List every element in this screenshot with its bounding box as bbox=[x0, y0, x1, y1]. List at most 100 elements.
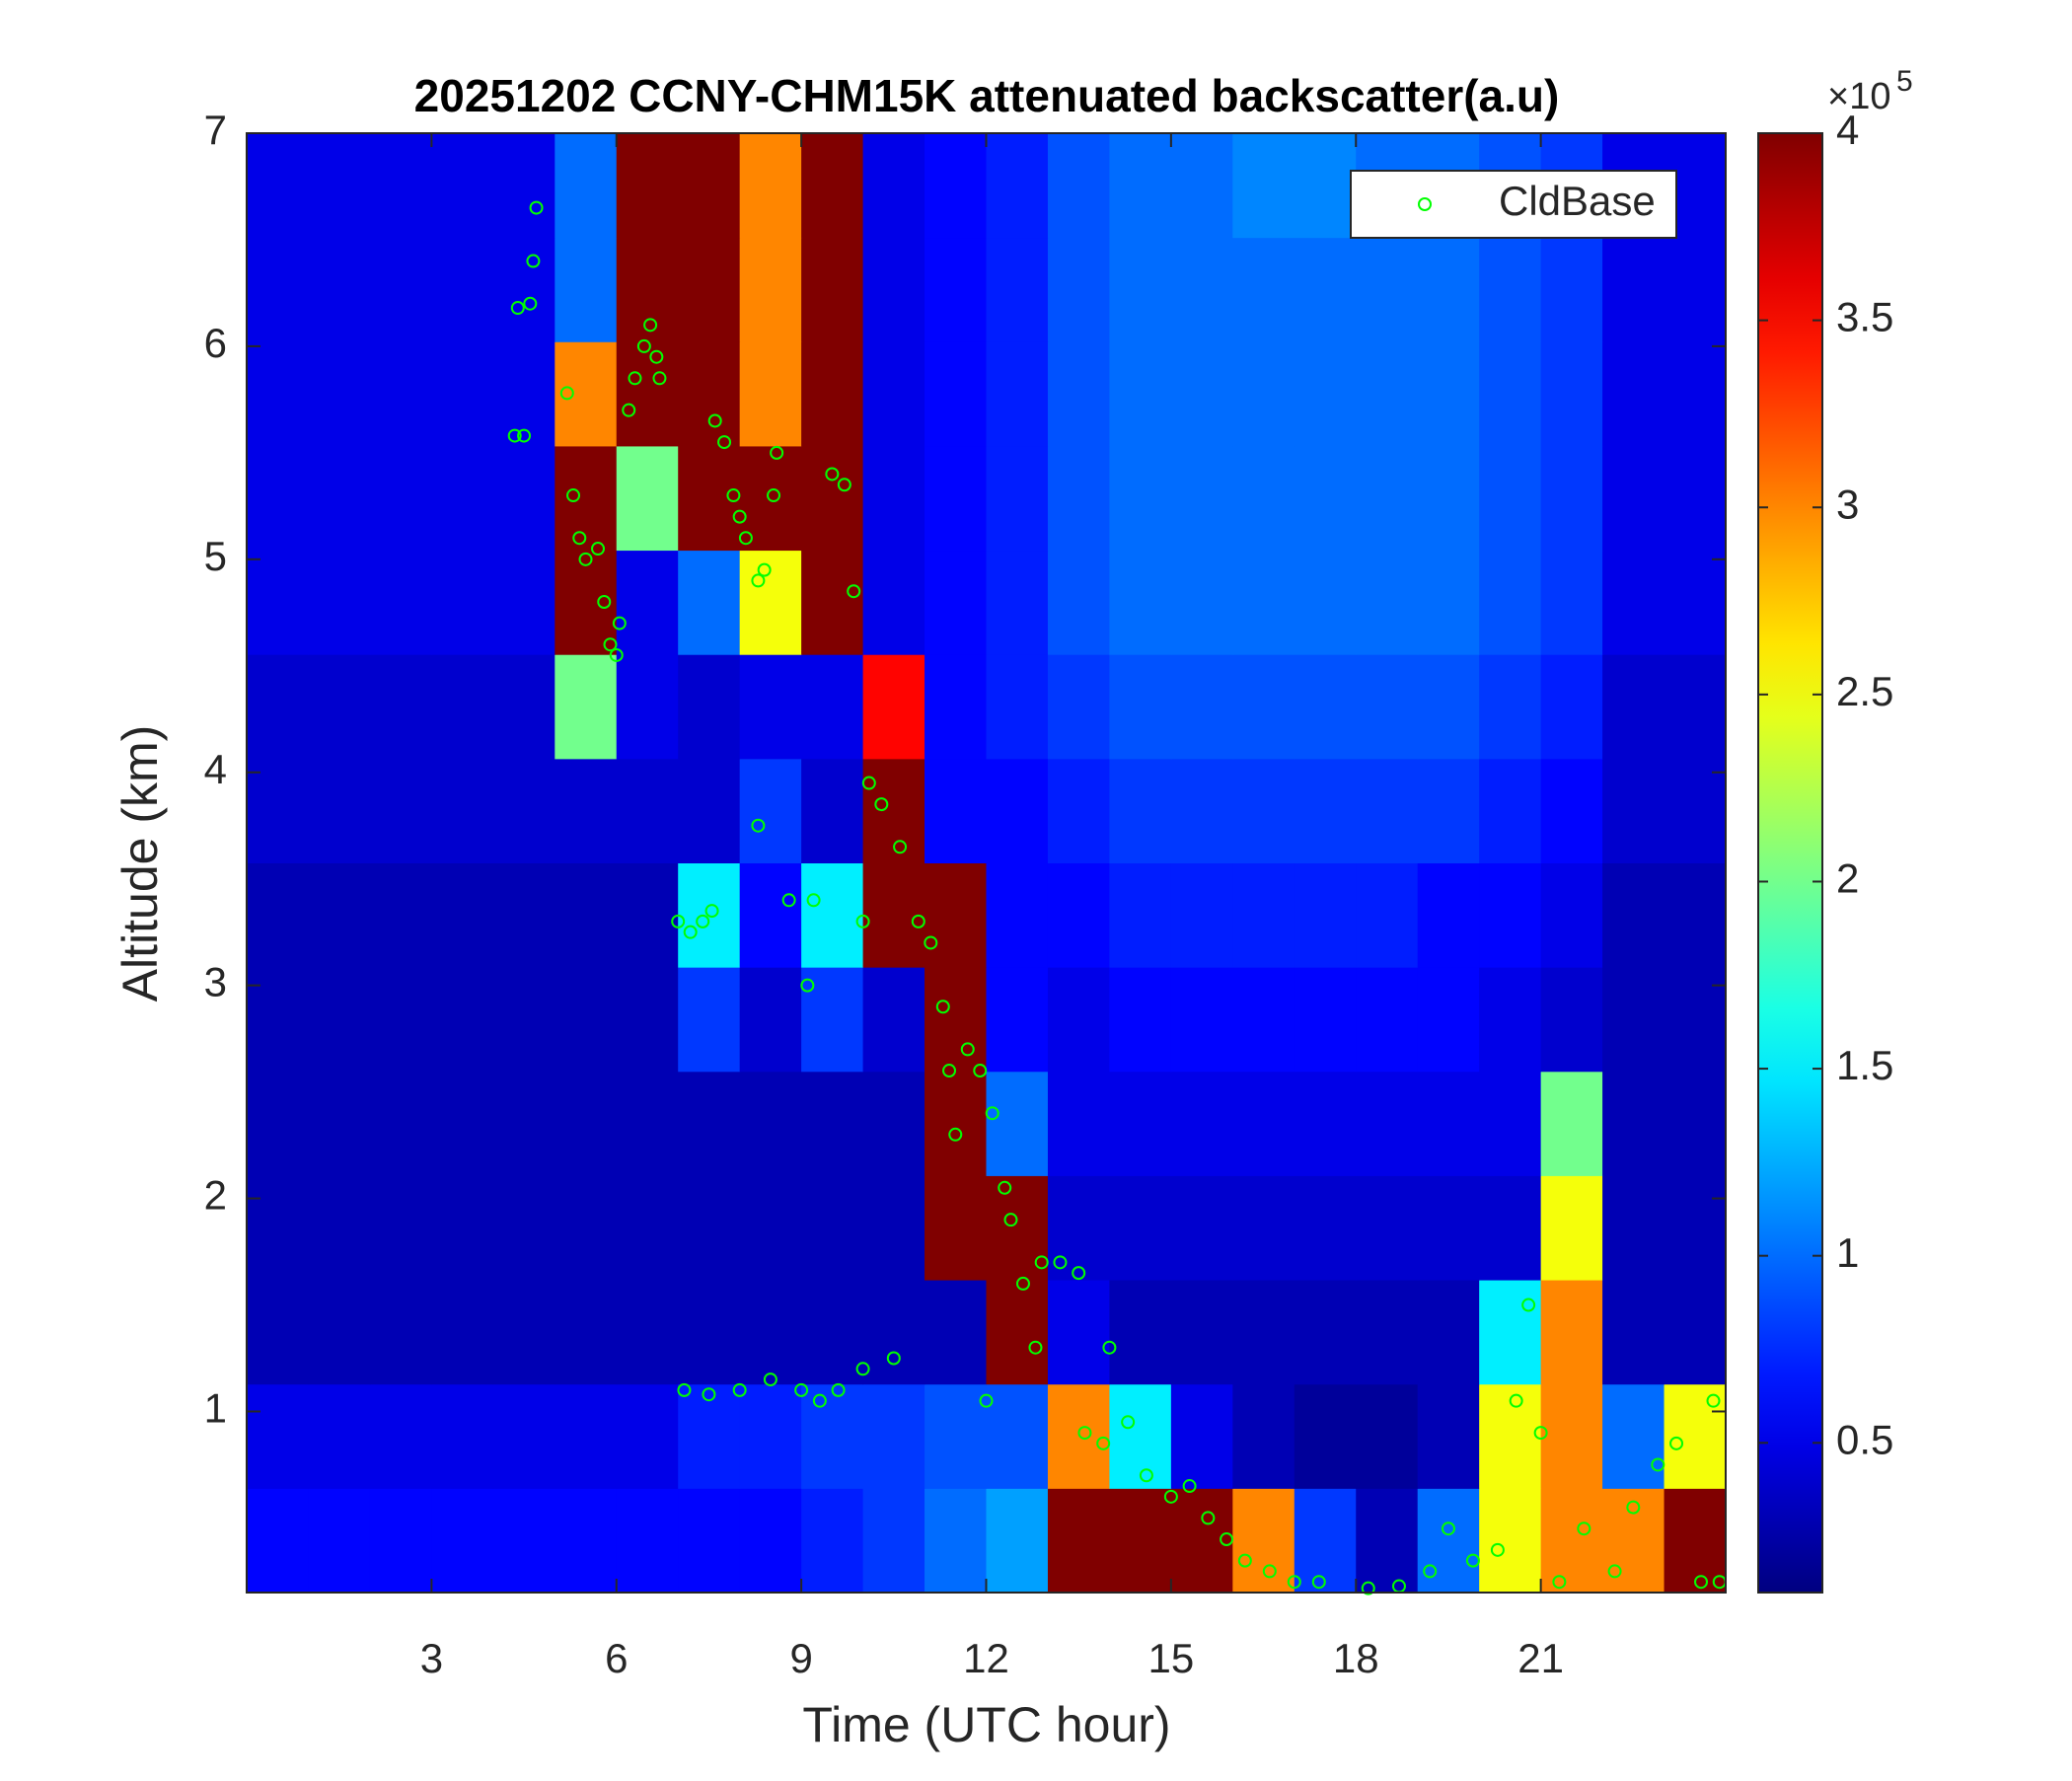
heatmap-cell bbox=[1170, 967, 1233, 1073]
cloud-base-point bbox=[812, 1393, 827, 1408]
heatmap-cell bbox=[1170, 758, 1233, 863]
cloud-base-point bbox=[751, 573, 766, 588]
heatmap-cell bbox=[1417, 1488, 1480, 1594]
heatmap-cell bbox=[801, 133, 864, 239]
heatmap-cell bbox=[801, 758, 864, 863]
cloud-base-point bbox=[1237, 1553, 1252, 1568]
heatmap-cell bbox=[739, 1488, 802, 1594]
heatmap-cell bbox=[1047, 967, 1110, 1073]
heatmap-cell bbox=[678, 1383, 741, 1489]
heatmap-cell bbox=[925, 758, 987, 863]
heatmap-cell bbox=[369, 237, 432, 342]
heatmap-cell bbox=[862, 133, 925, 239]
heatmap-cell bbox=[1109, 1383, 1172, 1489]
heatmap-cell bbox=[986, 1488, 1049, 1594]
cloud-base-point bbox=[603, 637, 618, 652]
cloud-base-point bbox=[1034, 1255, 1049, 1270]
heatmap-cell bbox=[1109, 1280, 1172, 1385]
heatmap-cell bbox=[555, 967, 618, 1073]
heatmap-cell bbox=[1170, 550, 1233, 655]
x-axis-label: Time (UTC hour) bbox=[802, 1697, 1170, 1752]
heatmap-cell bbox=[1602, 1280, 1665, 1385]
heatmap-cell bbox=[555, 237, 618, 342]
heatmap-cell bbox=[1664, 758, 1727, 863]
y-axis-label: Altitude (km) bbox=[112, 725, 168, 1002]
heatmap-cell bbox=[369, 1488, 432, 1594]
heatmap-cell bbox=[1294, 1488, 1357, 1594]
cloud-base-point bbox=[893, 840, 908, 854]
heatmap-cell bbox=[925, 1488, 987, 1594]
heatmap-cell bbox=[1664, 1071, 1727, 1176]
y-tick-label: 3 bbox=[204, 959, 227, 1005]
heatmap-cell bbox=[1109, 862, 1172, 968]
heatmap-cell bbox=[1664, 1280, 1727, 1385]
heatmap-cell bbox=[1232, 237, 1295, 342]
colorbar-tick-label: 3 bbox=[1836, 481, 1859, 527]
heatmap-cell bbox=[1602, 550, 1665, 655]
heatmap-cell bbox=[801, 1071, 864, 1176]
heatmap-cell bbox=[1232, 550, 1295, 655]
heatmap-cell bbox=[247, 862, 309, 968]
heatmap-cell bbox=[308, 1071, 371, 1176]
heatmap-cell bbox=[616, 1280, 679, 1385]
heatmap-cell bbox=[1479, 1488, 1542, 1594]
x-tick-label: 3 bbox=[420, 1635, 443, 1681]
cloud-base-point bbox=[1201, 1511, 1216, 1525]
heatmap-cell bbox=[1047, 758, 1110, 863]
heatmap-cell bbox=[739, 1175, 802, 1281]
heatmap-cell bbox=[862, 1071, 925, 1176]
y-tick-label: 4 bbox=[204, 746, 227, 792]
heatmap-cell bbox=[1417, 654, 1480, 760]
heatmap-cell bbox=[1294, 445, 1357, 552]
heatmap-cell bbox=[1479, 445, 1542, 552]
heatmap-cell bbox=[1602, 1383, 1665, 1489]
heatmap-cell bbox=[1602, 967, 1665, 1073]
heatmap-cell bbox=[431, 654, 494, 760]
heatmap-cell bbox=[1356, 550, 1419, 655]
heatmap-cell bbox=[1417, 862, 1480, 968]
heatmap-cell bbox=[555, 1280, 618, 1385]
cloud-base-point bbox=[1694, 1575, 1709, 1590]
cloud-base-point bbox=[1163, 1489, 1178, 1504]
cloud-base-point bbox=[757, 562, 772, 577]
cloud-base-point bbox=[1003, 1213, 1018, 1227]
heatmap-cell bbox=[925, 967, 987, 1073]
cloud-base-point bbox=[578, 552, 593, 566]
cloud-base-point bbox=[671, 914, 686, 928]
heatmap-cell bbox=[616, 550, 679, 655]
heatmap-cell bbox=[1417, 1175, 1480, 1281]
heatmap-cell bbox=[1602, 862, 1665, 968]
heatmap-cell bbox=[431, 1175, 494, 1281]
heatmap-cell bbox=[1170, 1383, 1233, 1489]
heatmap-cell bbox=[801, 1175, 864, 1281]
heatmap-cell bbox=[1232, 967, 1295, 1073]
heatmap-cell bbox=[801, 1280, 864, 1385]
heatmap-cell bbox=[986, 445, 1049, 552]
heatmap-cell bbox=[1109, 1488, 1172, 1594]
heatmap-cell bbox=[1479, 967, 1542, 1073]
cloud-base-point bbox=[683, 925, 698, 939]
heatmap-cell bbox=[1170, 862, 1233, 968]
heatmap-cell bbox=[925, 1071, 987, 1176]
cloud-base-point bbox=[998, 1180, 1012, 1195]
heatmap-cell bbox=[986, 1383, 1049, 1489]
heatmap-cell bbox=[247, 133, 309, 239]
cloud-base-point bbox=[942, 1064, 957, 1078]
heatmap-cell bbox=[801, 1488, 864, 1594]
heatmap-cell bbox=[555, 341, 618, 447]
heatmap-cell bbox=[678, 1488, 741, 1594]
legend-label: CldBase bbox=[1499, 178, 1656, 224]
heatmap-cell bbox=[925, 237, 987, 342]
cloud-base-point bbox=[874, 797, 889, 812]
heatmap-cell bbox=[369, 133, 432, 239]
cloud-base-point bbox=[948, 1127, 963, 1142]
heatmap-cell bbox=[1232, 758, 1295, 863]
heatmap-cell bbox=[862, 1383, 925, 1489]
cloud-base-point bbox=[507, 428, 522, 443]
heatmap-cell bbox=[369, 758, 432, 863]
heatmap-cell bbox=[1356, 758, 1419, 863]
cloud-base-point bbox=[643, 318, 658, 333]
cloud-base-point bbox=[1361, 1581, 1375, 1595]
heatmap-cell bbox=[431, 1383, 494, 1489]
